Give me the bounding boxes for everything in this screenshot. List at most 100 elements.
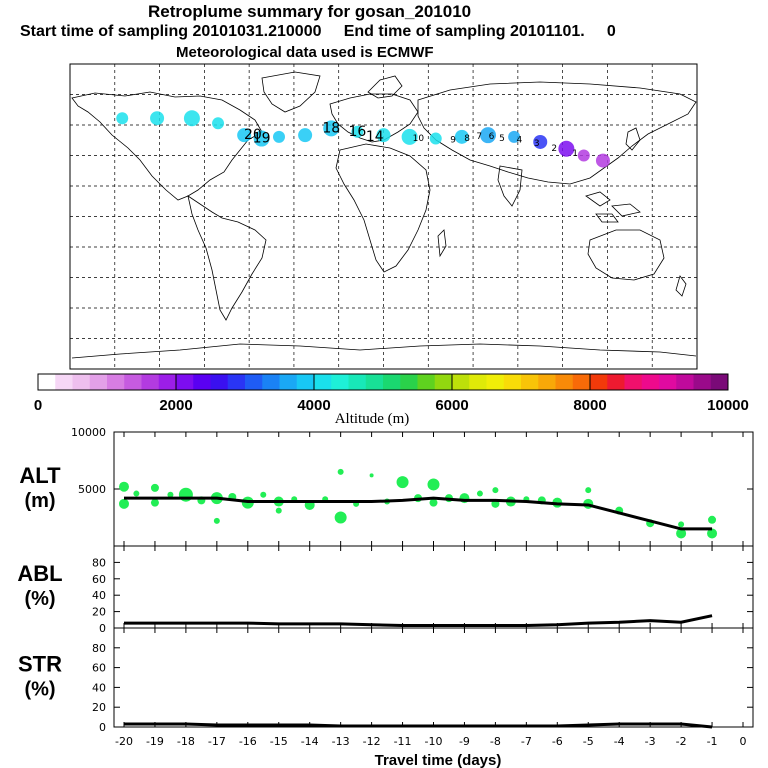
colorbar-cell	[365, 374, 384, 390]
plume-marker	[376, 128, 391, 143]
series-line	[124, 722, 713, 729]
panel-alt: 5000 10000 ALT(m)	[19, 426, 754, 547]
plume-day-label: 7	[476, 132, 482, 142]
plume-day-label: 5	[499, 134, 505, 144]
scatter-point	[150, 498, 159, 507]
x-tick-label: -1	[707, 735, 718, 748]
colorbar-cell	[38, 374, 56, 390]
x-tick-label: -5	[583, 735, 594, 748]
colorbar-cell	[55, 374, 73, 390]
x-axis: -20 -19 -18 -17 -16 -15 -14 -13 -12 -11 -10 -9 -8 -7-…	[115, 735, 746, 768]
y-tick-label: 0	[99, 721, 106, 734]
plume-day-label: 1	[572, 149, 578, 159]
x-tick-label: -7	[521, 735, 532, 748]
colorbar-cell	[590, 374, 608, 390]
colorbar-cell	[176, 374, 194, 390]
y-tick-label: 60	[92, 662, 106, 675]
altitude-colorbar: 0 2000 4000 6000 8000 10000 Altitude (m)	[34, 373, 749, 427]
plume-marker	[273, 130, 285, 143]
plume-day-label: 4	[516, 136, 522, 146]
colorbar-cell	[245, 374, 263, 390]
colorbar-cell	[124, 374, 142, 390]
scatter-point	[476, 490, 483, 497]
colorbar-cell	[538, 374, 556, 390]
plume-day-label: 19	[253, 131, 271, 147]
colorbar-tick-label: 6000	[435, 397, 468, 414]
x-tick-label: -13	[332, 735, 350, 748]
colorbar-cell	[331, 374, 349, 390]
colorbar-cell	[503, 374, 522, 390]
colorbar-cell	[486, 374, 505, 390]
colorbar-tick-label: 8000	[573, 397, 606, 414]
colorbar-cell	[710, 374, 729, 390]
plume-day-label: 10	[413, 134, 425, 144]
y-tick-label: 40	[92, 681, 106, 694]
x-tick-label: -10	[425, 735, 443, 748]
x-tick-label: -16	[239, 735, 257, 748]
x-tick-label: -20	[115, 735, 133, 748]
scatter-point	[337, 468, 344, 475]
colorbar-cell	[296, 374, 315, 390]
scatter-point	[213, 517, 220, 524]
colorbar-tick-label: 0	[34, 397, 42, 414]
panel-ylabel: ALT	[19, 463, 61, 488]
coastlines	[71, 71, 697, 359]
x-tick-label: -6	[552, 735, 563, 748]
x-tick-label: -12	[363, 735, 381, 748]
panel-frame	[113, 627, 754, 728]
plume-marker	[401, 128, 418, 145]
colorbar-cell	[227, 374, 246, 390]
y-tick-label: 20	[92, 701, 106, 714]
scatter-point	[396, 476, 409, 489]
colorbar-tick-label: 4000	[297, 397, 330, 414]
x-tick-label: -3	[645, 735, 656, 748]
colorbar-label: Altitude (m)	[335, 411, 410, 427]
plume-marker	[533, 134, 548, 149]
colorbar-cell	[107, 374, 125, 390]
scatter-point	[133, 490, 140, 497]
panel-ylabel-unit: (%)	[24, 588, 55, 610]
colorbar-cell	[693, 374, 712, 390]
colorbar-cell	[72, 374, 91, 390]
plume-day-label: 20	[244, 127, 262, 143]
plume-day-label: 16	[348, 124, 366, 140]
plume-marker	[116, 112, 129, 125]
scatter-point	[585, 487, 592, 494]
panel-ylabel: STR	[18, 652, 62, 677]
plume-marker	[577, 149, 590, 162]
y-tick-label: 20	[92, 606, 106, 619]
retroplume-markers	[116, 110, 610, 168]
scatter-point	[275, 507, 282, 514]
scatter-point	[676, 528, 687, 539]
panel-ylabel-unit: (%)	[24, 679, 55, 701]
colorbar-cell	[383, 374, 401, 390]
plume-marker	[212, 117, 225, 130]
colorbar-cell	[262, 374, 280, 390]
y-tick-label: 40	[92, 589, 106, 602]
plume-marker	[595, 153, 610, 168]
time-series-panels: 500010000ALT(m)020406080ABL(%)020406080S…	[17, 426, 754, 768]
x-tick-label: -9	[459, 735, 470, 748]
plume-marker	[298, 128, 313, 143]
colorbar-cell	[555, 374, 574, 390]
series-line	[124, 614, 713, 628]
scatter-point	[707, 528, 718, 539]
y-tick-label: 10000	[71, 426, 106, 439]
panel-str: 0 20 40 60 80 STR(%)	[18, 627, 754, 734]
scatter-point	[334, 511, 347, 524]
y-tick-label: 0	[99, 622, 106, 635]
panel-frame	[113, 545, 754, 629]
x-tick-label: -11	[394, 735, 412, 748]
plume-marker	[429, 132, 442, 145]
colorbar-cell	[89, 374, 108, 390]
x-tick-label: -4	[614, 735, 625, 748]
plume-day-label: 18	[322, 120, 340, 136]
x-tick-label: -19	[146, 735, 164, 748]
colorbar-tick-label: 10000	[707, 397, 749, 414]
plume-day-label: 14	[366, 129, 384, 145]
colorbar-cell	[348, 374, 367, 390]
scatter-point	[167, 491, 174, 498]
scatter-point	[429, 498, 438, 507]
